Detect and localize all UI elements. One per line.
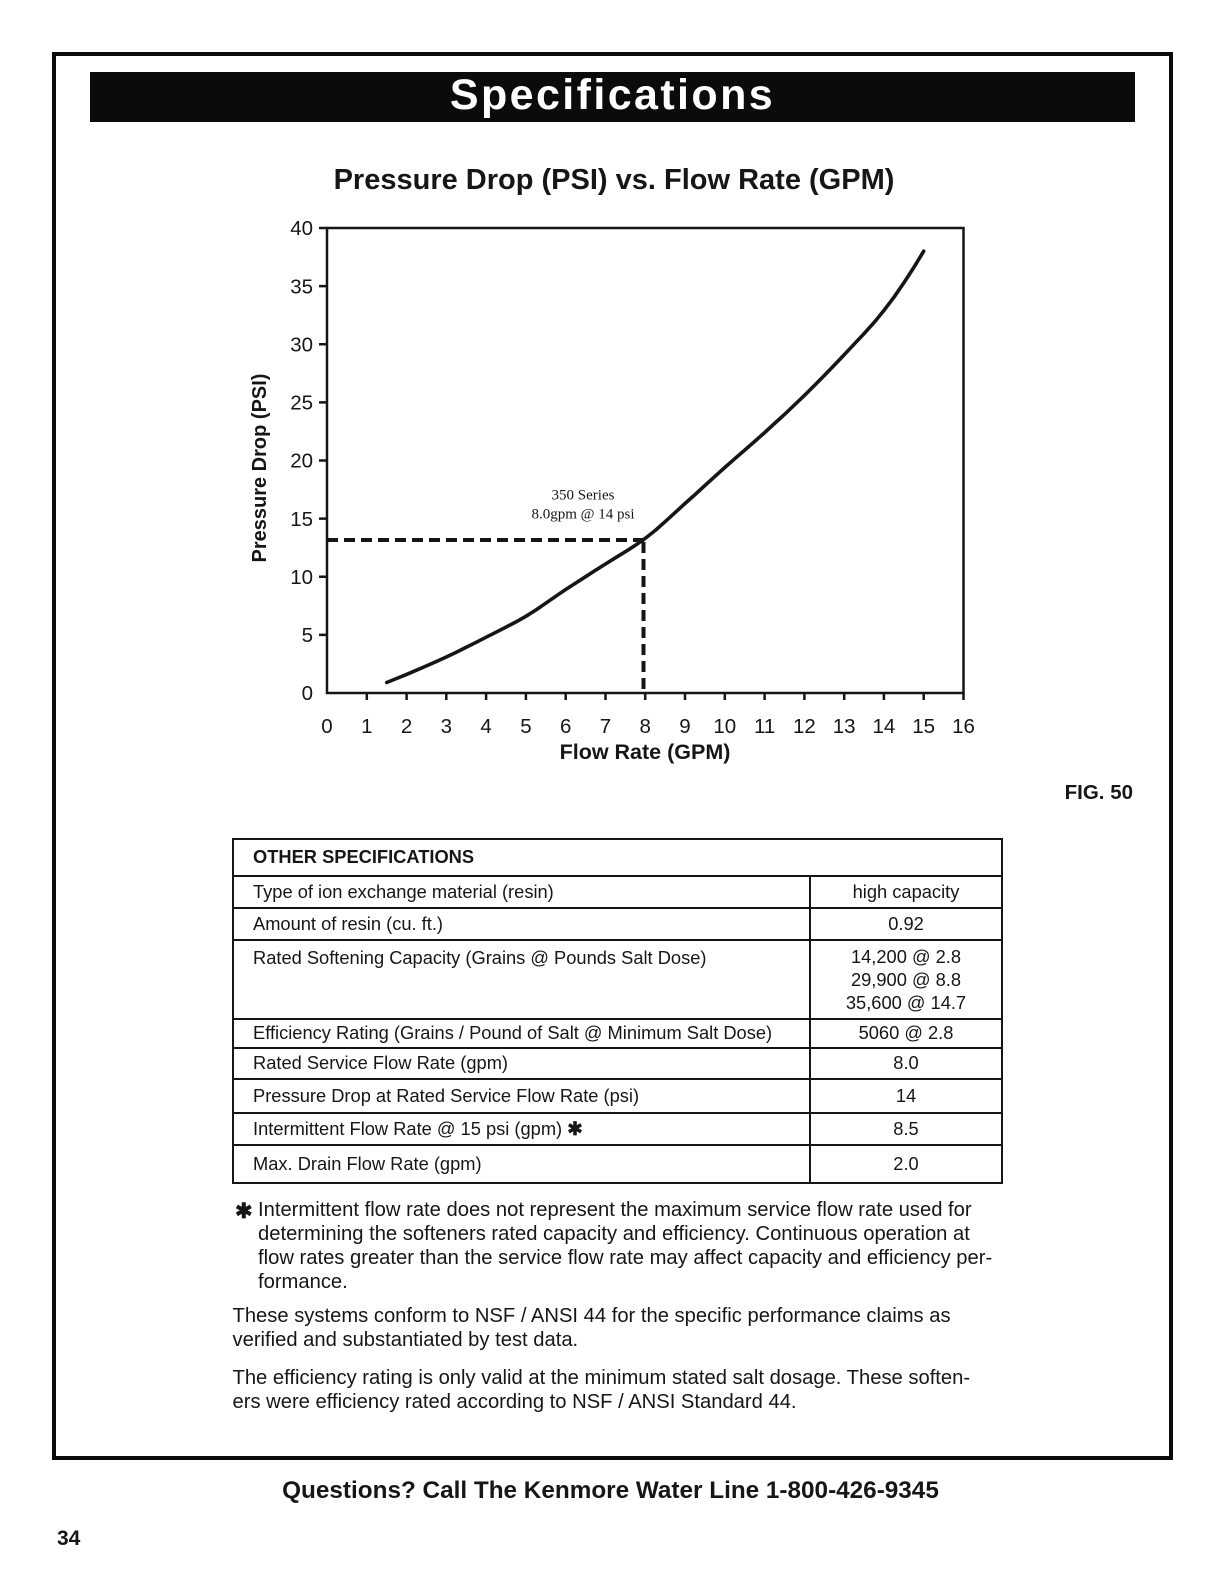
svg-text:25: 25 bbox=[290, 392, 313, 415]
svg-text:8: 8 bbox=[639, 715, 650, 738]
svg-text:8.0gpm @ 14 psi: 8.0gpm @ 14 psi bbox=[532, 506, 635, 522]
svg-text:40: 40 bbox=[290, 217, 313, 240]
svg-text:6: 6 bbox=[560, 715, 571, 738]
svg-text:Pressure Drop (PSI): Pressure Drop (PSI) bbox=[249, 374, 271, 563]
svg-text:14: 14 bbox=[872, 715, 895, 738]
svg-text:20: 20 bbox=[290, 450, 313, 473]
svg-text:1: 1 bbox=[361, 715, 372, 738]
svg-text:15: 15 bbox=[912, 715, 935, 738]
svg-text:9: 9 bbox=[679, 715, 690, 738]
svg-text:Flow Rate (GPM): Flow Rate (GPM) bbox=[560, 740, 731, 764]
svg-text:0: 0 bbox=[302, 682, 313, 705]
svg-text:350 Series: 350 Series bbox=[552, 488, 615, 504]
svg-text:10: 10 bbox=[290, 566, 313, 589]
svg-text:10: 10 bbox=[713, 715, 736, 738]
svg-text:0: 0 bbox=[321, 715, 332, 738]
svg-text:2: 2 bbox=[401, 715, 412, 738]
svg-text:4: 4 bbox=[480, 715, 491, 738]
svg-text:16: 16 bbox=[952, 715, 975, 738]
svg-text:7: 7 bbox=[600, 715, 611, 738]
svg-text:5: 5 bbox=[520, 715, 531, 738]
svg-text:5: 5 bbox=[302, 624, 313, 647]
svg-text:12: 12 bbox=[793, 715, 816, 738]
svg-text:11: 11 bbox=[754, 715, 775, 738]
svg-text:15: 15 bbox=[290, 508, 313, 531]
svg-text:3: 3 bbox=[441, 715, 452, 738]
svg-text:13: 13 bbox=[833, 715, 856, 738]
svg-text:35: 35 bbox=[290, 275, 313, 298]
svg-text:30: 30 bbox=[290, 333, 313, 356]
